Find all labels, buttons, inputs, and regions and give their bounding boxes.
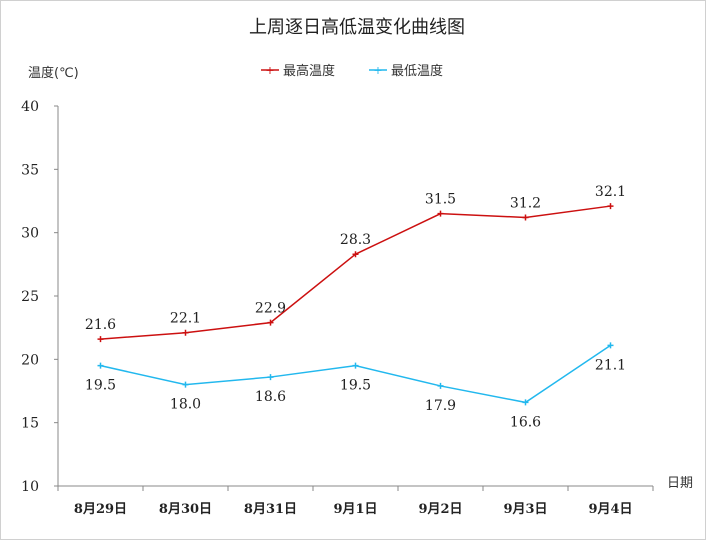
y-axis-label: 温度(℃) xyxy=(28,65,79,81)
data-label: 21.1 xyxy=(595,357,626,373)
data-label: 17.9 xyxy=(425,398,456,414)
y-tick-label: 35 xyxy=(21,162,39,178)
data-label: 16.6 xyxy=(510,414,541,430)
data-point xyxy=(267,374,274,381)
legend-marker: + xyxy=(265,64,274,77)
y-tick-label: 10 xyxy=(21,479,39,495)
x-axis-label: 日期 xyxy=(667,476,693,491)
legend: + 最高温度 + 最低温度 xyxy=(261,63,443,79)
legend-marker: + xyxy=(373,64,382,77)
legend-label: 最高温度 xyxy=(283,63,335,79)
data-point xyxy=(437,210,444,217)
data-point xyxy=(182,329,189,336)
y-tick-label: 25 xyxy=(21,289,39,305)
x-tick-label: 9月1日 xyxy=(333,502,377,517)
data-label: 22.9 xyxy=(255,301,286,317)
data-point xyxy=(522,399,529,406)
data-point xyxy=(182,381,189,388)
data-point xyxy=(97,362,104,369)
data-label: 19.5 xyxy=(340,378,371,394)
data-point xyxy=(267,319,274,326)
data-point xyxy=(607,203,614,210)
y-tick-label: 15 xyxy=(21,416,39,432)
x-tick-label: 8月29日 xyxy=(74,502,127,517)
y-tick-label: 40 xyxy=(21,99,39,115)
data-label: 32.1 xyxy=(595,184,626,200)
legend-label: 最低温度 xyxy=(391,63,443,79)
x-tick-label: 8月31日 xyxy=(244,502,297,517)
y-tick-label: 30 xyxy=(21,226,39,242)
x-tick-label: 9月3日 xyxy=(503,502,547,517)
data-label: 31.5 xyxy=(425,192,456,208)
axes: 10 15 20 25 30 35 40 8月29日 8月30日 8月31日 9月1日 9月2日 9月3… xyxy=(21,99,654,517)
x-tick-label: 9月4日 xyxy=(588,502,632,517)
data-label: 31.2 xyxy=(510,195,541,211)
data-label: 28.3 xyxy=(340,232,371,248)
data-label: 18.6 xyxy=(255,389,286,405)
chart-title: 上周逐日高低温变化曲线图 xyxy=(249,17,465,38)
data-point xyxy=(607,342,614,349)
series-line xyxy=(100,344,611,404)
data-point xyxy=(522,214,529,221)
x-tick-label: 9月2日 xyxy=(418,502,462,517)
data-label: 22.1 xyxy=(170,311,201,327)
data-label: 19.5 xyxy=(85,378,116,394)
series-group: 21.6 22.1 22.9 28.3 31.5 31.2 32.1 19.5 18.0 18.6… xyxy=(85,184,626,430)
data-point xyxy=(437,382,444,389)
x-tick-label: 8月30日 xyxy=(159,502,212,517)
data-point xyxy=(352,251,359,258)
data-point xyxy=(352,362,359,369)
data-point xyxy=(97,336,104,343)
data-label: 18.0 xyxy=(170,397,201,413)
y-tick-label: 20 xyxy=(21,352,39,368)
data-label: 21.6 xyxy=(85,317,116,333)
